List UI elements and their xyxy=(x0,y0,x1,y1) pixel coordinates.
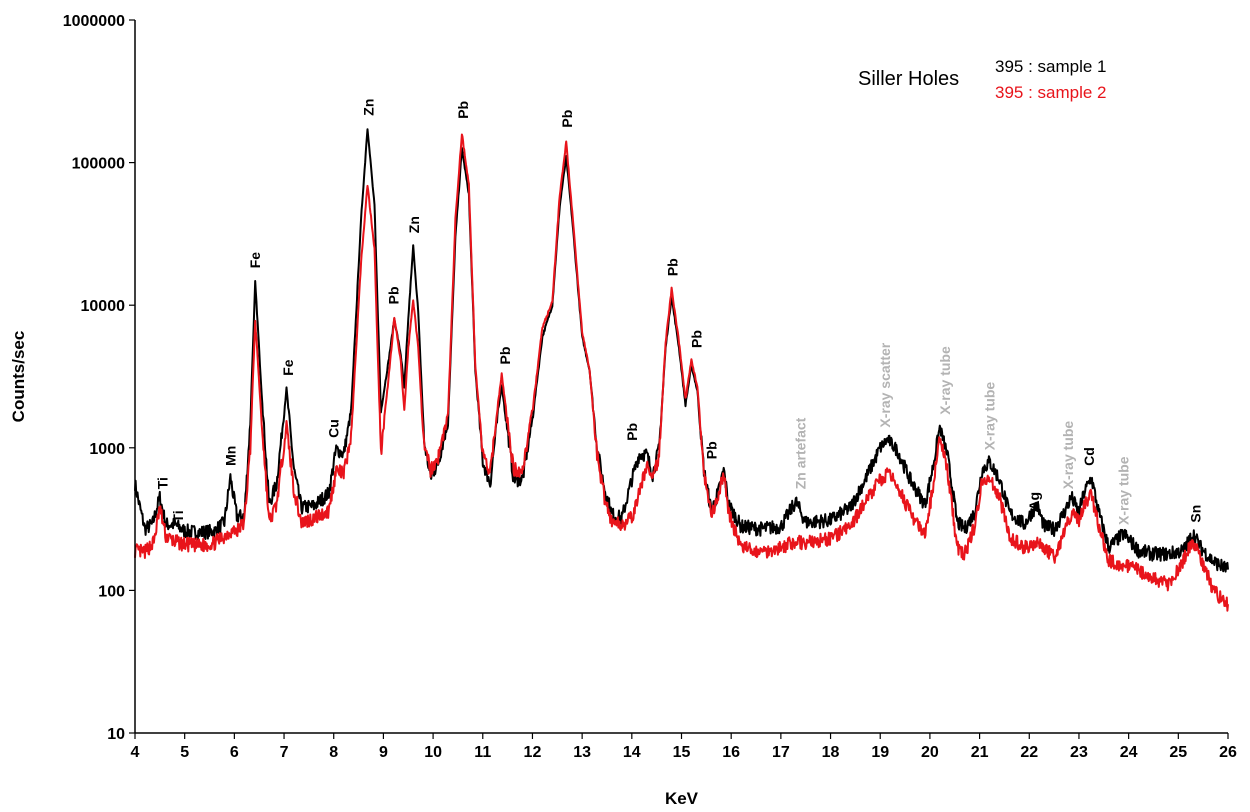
series-layer xyxy=(134,128,1229,612)
x-tick-label: 13 xyxy=(573,744,591,761)
x-tick-label: 22 xyxy=(1020,744,1038,761)
peak-label: Pb xyxy=(385,286,401,304)
peak-label: Sn xyxy=(1188,505,1204,523)
y-tick-labels: 10 100 1000 10000 100000 1000000 xyxy=(63,13,135,743)
peak-label: Pb xyxy=(688,330,704,348)
peak-label: Cu xyxy=(326,419,342,438)
peak-label: Mn xyxy=(222,446,238,466)
series-line-2 xyxy=(134,133,1229,612)
peak-label: Zn artefact xyxy=(793,417,809,489)
peak-label: Pb xyxy=(455,101,471,119)
y-tick-label: 1000 xyxy=(89,441,125,458)
y-axis-title: Counts/sec xyxy=(9,331,28,423)
peak-label: Ag xyxy=(1026,492,1042,511)
legend-entry-sample-2: 395 : sample 2 xyxy=(995,83,1107,102)
x-tick-label: 9 xyxy=(379,744,388,761)
y-tick-label: 10 xyxy=(107,726,125,743)
x-tick-label: 24 xyxy=(1120,744,1138,761)
y-tick-label: 100000 xyxy=(72,156,125,173)
x-tick-label: 12 xyxy=(524,744,542,761)
x-tick-label: 17 xyxy=(772,744,790,761)
peak-labels: Ti Ti Mn Fe Fe Cu Zn Pb Zn Pb Pb Pb Pb Pb Pb Pb Zn artef… xyxy=(154,99,1203,525)
x-tick-label: 6 xyxy=(230,744,239,761)
peak-label: Cd xyxy=(1081,447,1097,466)
y-tick-label: 1000000 xyxy=(63,13,125,30)
x-tick-label: 4 xyxy=(131,744,140,761)
x-tick-label: 14 xyxy=(623,744,641,761)
peak-label: X-ray tube xyxy=(937,346,953,415)
peak-label: X-ray tube xyxy=(982,382,998,451)
x-tick-label: 18 xyxy=(822,744,840,761)
x-tick-label: 11 xyxy=(474,744,491,761)
peak-label: Ti xyxy=(154,477,170,489)
x-tick-label: 23 xyxy=(1070,744,1088,761)
peak-label: Zn xyxy=(360,99,376,116)
x-tick-label: 7 xyxy=(280,744,289,761)
peak-label: Zn xyxy=(406,216,422,233)
x-tick-label: 21 xyxy=(971,744,989,761)
peak-label: Pb xyxy=(559,110,575,128)
peak-label: Pb xyxy=(703,441,719,459)
peak-label: X-ray scatter xyxy=(877,342,893,427)
peak-label: Fe xyxy=(247,252,263,269)
legend: Siller Holes 395 : sample 1 395 : sample… xyxy=(858,57,1107,102)
y-tick-label: 10000 xyxy=(81,298,126,315)
x-tick-label: 10 xyxy=(424,744,442,761)
peak-label: Ti xyxy=(170,510,186,522)
x-tick-label: 25 xyxy=(1169,744,1187,761)
peak-label: X-ray tube xyxy=(1060,421,1076,490)
peak-label: Fe xyxy=(280,359,296,376)
legend-title: Siller Holes xyxy=(858,68,959,90)
y-tick-label: 100 xyxy=(98,583,125,600)
x-tick-label: 15 xyxy=(673,744,691,761)
x-tick-label: 5 xyxy=(180,744,189,761)
peak-label: Pb xyxy=(624,423,640,441)
x-axis-title: KeV xyxy=(665,789,699,808)
x-tick-label: 16 xyxy=(722,744,740,761)
series-line-1 xyxy=(134,128,1229,573)
x-tick-label: 20 xyxy=(921,744,939,761)
legend-entry-sample-1: 395 : sample 1 xyxy=(995,57,1107,76)
peak-label: Pb xyxy=(497,347,513,365)
peak-label: Pb xyxy=(665,258,681,276)
peak-label: X-ray tube xyxy=(1116,456,1132,525)
x-tick-label: 26 xyxy=(1219,744,1237,761)
x-tick-label: 8 xyxy=(329,744,338,761)
x-tick-labels: 4 5 6 7 8 9 10 11 12 13 14 15 16 17 18 19 20 21 22 23 24 25 26 xyxy=(131,733,1237,761)
x-tick-label: 19 xyxy=(871,744,889,761)
